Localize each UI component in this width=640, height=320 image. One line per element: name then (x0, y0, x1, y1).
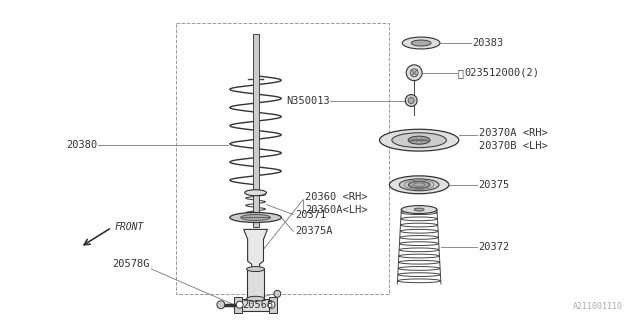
Ellipse shape (399, 179, 439, 191)
Bar (234, 297, 242, 313)
Ellipse shape (401, 206, 437, 213)
Text: 20370A <RH>: 20370A <RH> (479, 128, 547, 138)
Bar (269, 297, 277, 313)
Text: 20568: 20568 (243, 300, 274, 310)
Text: 20370B <LH>: 20370B <LH> (479, 141, 547, 151)
Circle shape (410, 69, 418, 77)
Ellipse shape (403, 37, 440, 49)
Circle shape (408, 98, 414, 103)
Text: 20375A: 20375A (295, 226, 333, 236)
Text: 20383: 20383 (473, 38, 504, 48)
Text: Ⓝ: Ⓝ (458, 68, 463, 78)
Circle shape (406, 65, 422, 81)
Ellipse shape (414, 208, 424, 211)
Circle shape (268, 301, 275, 308)
Circle shape (405, 95, 417, 107)
Ellipse shape (408, 181, 430, 188)
Ellipse shape (230, 212, 282, 222)
Text: 20360 <RH>: 20360 <RH> (305, 192, 367, 202)
Text: 20372: 20372 (479, 242, 510, 252)
Ellipse shape (241, 214, 271, 220)
Text: A211001110: A211001110 (572, 302, 622, 311)
Ellipse shape (389, 176, 449, 194)
Text: 20380: 20380 (67, 140, 98, 150)
Bar (246, 269, 264, 299)
Ellipse shape (408, 136, 430, 144)
Ellipse shape (380, 129, 459, 151)
Bar (253, 34, 259, 228)
Text: 023512000(2): 023512000(2) (465, 68, 540, 78)
Ellipse shape (246, 267, 264, 272)
Ellipse shape (392, 133, 446, 148)
Text: 20360A<LH>: 20360A<LH> (305, 204, 367, 215)
Circle shape (274, 290, 281, 297)
Circle shape (217, 301, 225, 309)
Text: 20578G: 20578G (112, 259, 150, 269)
Text: 20371: 20371 (295, 210, 326, 220)
Text: FRONT: FRONT (115, 222, 144, 232)
Text: 20375: 20375 (479, 180, 510, 190)
Ellipse shape (246, 296, 264, 301)
Circle shape (236, 301, 243, 308)
Bar (237, 299, 273, 311)
Polygon shape (244, 229, 268, 269)
Text: N350013: N350013 (286, 96, 330, 106)
Ellipse shape (412, 40, 431, 46)
Ellipse shape (244, 190, 266, 196)
